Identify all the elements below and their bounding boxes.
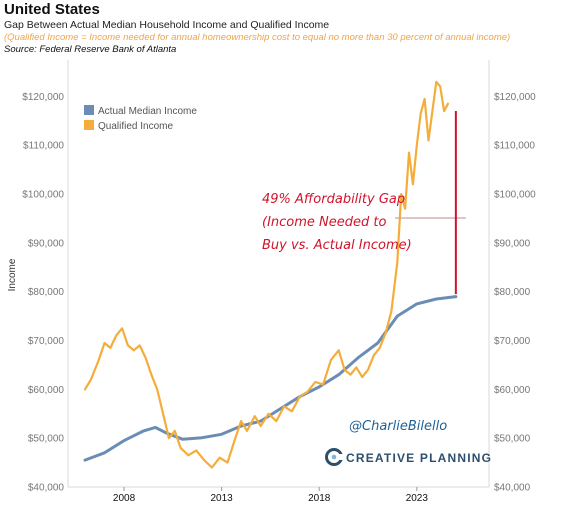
chart-title: United States (4, 1, 100, 18)
y-tick-label-left: $40,000 (28, 483, 65, 494)
annotation-line-2: (Income Needed to (262, 215, 386, 230)
series-line-actual-median-income (83, 295, 458, 462)
x-ticks: 2008 2013 2018 2023 (113, 487, 428, 504)
chart-source: Source: Federal Reserve Bank of Atlanta (4, 44, 177, 55)
legend-swatch-qualified (84, 120, 94, 130)
y-tick-label-left: $70,000 (28, 336, 65, 347)
y-tick-label-left: $60,000 (28, 385, 65, 396)
series-line-qualified-income (83, 80, 450, 469)
y-tick-label-left: $100,000 (22, 190, 64, 201)
annotation-line-3: Buy vs. Actual Income) (262, 238, 412, 253)
y-tick-label-right: $60,000 (494, 385, 531, 396)
author-handle: @CharlieBilello (349, 419, 447, 434)
y-tick-label-right: $90,000 (494, 238, 531, 249)
chart-subtitle: Gap Between Actual Median Household Inco… (4, 19, 330, 31)
axes (67, 60, 490, 488)
x-tick-label: 2013 (211, 493, 234, 504)
legend-label-actual: Actual Median Income (98, 106, 197, 117)
y-tick-label-left: $120,000 (22, 92, 64, 103)
creative-planning-logo-icon (325, 448, 345, 466)
chart-note: (Qualified Income = Income needed for an… (4, 32, 511, 43)
series-group (83, 80, 458, 469)
y-tick-label-right: $100,000 (494, 190, 536, 201)
branding: @CharlieBilello CREATIVE PLANNING (325, 419, 492, 466)
y-tick-label-right: $40,000 (494, 483, 531, 494)
legend-swatch-actual (84, 105, 94, 115)
y-ticks-left: $40,000 $50,000 $60,000 $70,000 $80,000 $90,0… (22, 92, 64, 494)
y-ticks-right: $40,000 $50,000 $60,000 $70,000 $80,000 $90,0… (494, 92, 536, 494)
company-name: CREATIVE PLANNING (346, 451, 492, 465)
annotation-line-1: 49% Affordability Gap (262, 192, 405, 207)
x-tick-label: 2023 (406, 493, 429, 504)
y-tick-label-left: $110,000 (23, 141, 64, 152)
legend[interactable]: Actual Median Income Qualified Income (84, 105, 197, 132)
y-tick-label-left: $80,000 (28, 287, 65, 298)
y-tick-label-left: $90,000 (28, 238, 65, 249)
y-tick-label-right: $80,000 (494, 287, 531, 298)
x-tick-label: 2008 (113, 493, 136, 504)
y-tick-label-right: $70,000 (494, 336, 531, 347)
y-axis-label: Income (7, 258, 18, 291)
x-tick-label: 2018 (308, 493, 331, 504)
y-tick-label-right: $50,000 (494, 434, 531, 445)
y-tick-label-right: $120,000 (494, 92, 536, 103)
legend-label-qualified: Qualified Income (98, 121, 173, 132)
gap-annotation: 49% Affordability Gap (Income Needed to … (262, 111, 466, 295)
y-tick-label-right: $110,000 (494, 141, 535, 152)
y-tick-label-left: $50,000 (28, 434, 65, 445)
